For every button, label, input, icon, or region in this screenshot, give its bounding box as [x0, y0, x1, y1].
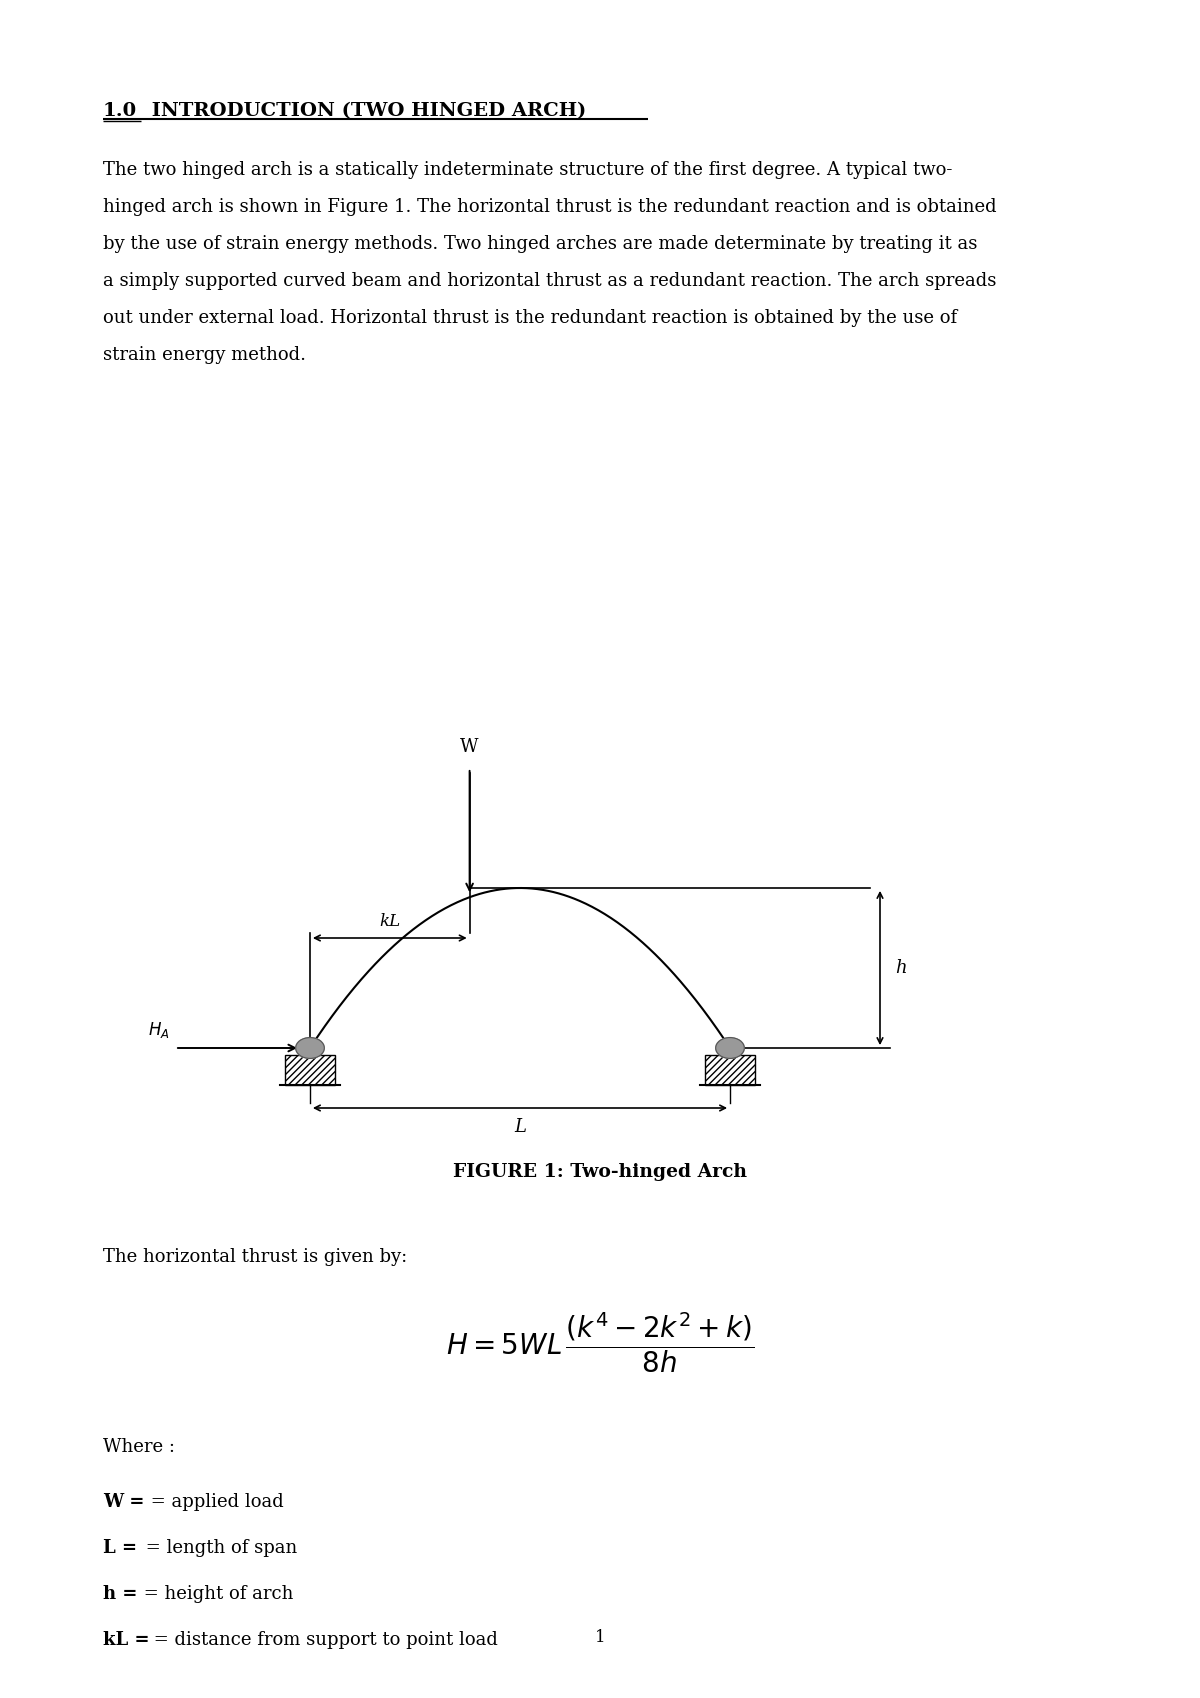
- Text: hinged arch is shown in Figure 1. The horizontal thrust is the redundant reactio: hinged arch is shown in Figure 1. The ho…: [103, 199, 997, 216]
- Text: h: h: [895, 959, 907, 976]
- Text: = length of span: = length of span: [140, 1538, 298, 1557]
- Text: L: L: [514, 1117, 526, 1136]
- Text: The two hinged arch is a statically indeterminate structure of the first degree.: The two hinged arch is a statically inde…: [103, 161, 953, 178]
- Text: kL =: kL =: [103, 1632, 150, 1649]
- Text: W =: W =: [103, 1493, 144, 1511]
- Text: out under external load. Horizontal thrust is the redundant reaction is obtained: out under external load. Horizontal thru…: [103, 309, 958, 328]
- Text: FIGURE 1: Two-hinged Arch: FIGURE 1: Two-hinged Arch: [454, 1163, 746, 1182]
- Text: Where :: Where :: [103, 1438, 175, 1455]
- Text: The horizontal thrust is given by:: The horizontal thrust is given by:: [103, 1248, 407, 1267]
- Text: L =: L =: [103, 1538, 137, 1557]
- Bar: [286, 1054, 335, 1085]
- Text: INTRODUCTION (TWO HINGED ARCH): INTRODUCTION (TWO HINGED ARCH): [145, 102, 587, 121]
- Text: = applied load: = applied load: [145, 1493, 283, 1511]
- Text: = distance from support to point load: = distance from support to point load: [148, 1632, 498, 1649]
- Text: 1.0: 1.0: [103, 102, 137, 121]
- Bar: [706, 1054, 755, 1085]
- Ellipse shape: [715, 1037, 744, 1058]
- Text: h =: h =: [103, 1584, 137, 1603]
- Text: 1: 1: [595, 1630, 605, 1647]
- Text: $H = 5WL\,\dfrac{(k^4 - 2k^2 + k)}{8h}$: $H = 5WL\,\dfrac{(k^4 - 2k^2 + k)}{8h}$: [446, 1311, 754, 1375]
- Text: $H_A$: $H_A$: [149, 1020, 170, 1039]
- Text: strain energy method.: strain energy method.: [103, 346, 306, 363]
- Text: by the use of strain energy methods. Two hinged arches are made determinate by t: by the use of strain energy methods. Two…: [103, 234, 977, 253]
- Text: = height of arch: = height of arch: [138, 1584, 293, 1603]
- Text: W: W: [461, 739, 479, 756]
- Text: a simply supported curved beam and horizontal thrust as a redundant reaction. Th: a simply supported curved beam and horiz…: [103, 272, 996, 290]
- Text: kL: kL: [379, 914, 401, 931]
- Ellipse shape: [295, 1037, 324, 1058]
